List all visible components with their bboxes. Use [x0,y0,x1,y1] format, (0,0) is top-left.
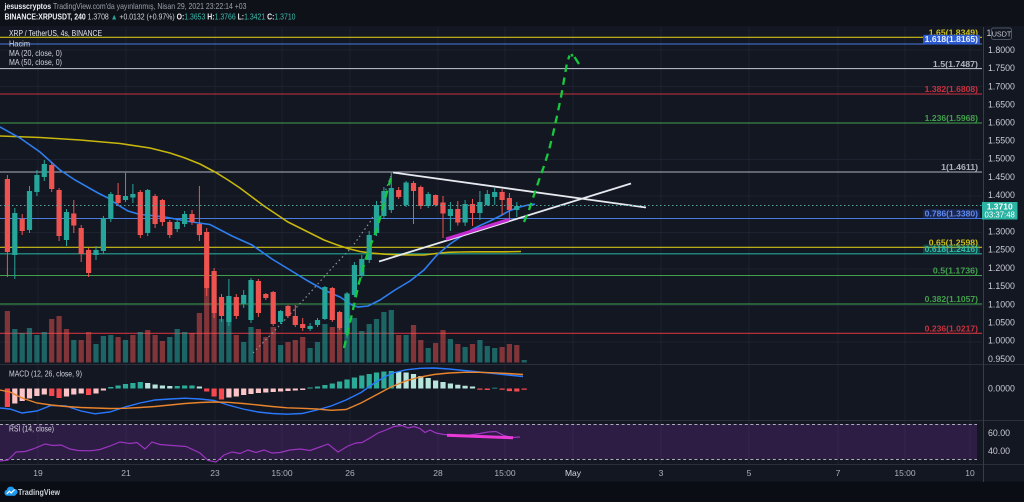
svg-text:23: 23 [210,468,220,478]
svg-text:1.7500: 1.7500 [988,63,1015,73]
svg-text:USDT: USDT [992,30,1012,39]
svg-text:1.0500: 1.0500 [988,318,1015,328]
svg-text:1.236(1.5968): 1.236(1.5968) [925,114,979,123]
svg-text:May: May [565,468,582,478]
svg-text:0.9500: 0.9500 [988,354,1015,364]
svg-text:0.0000: 0.0000 [988,384,1015,394]
svg-text:jesusscryptos TradingView.com': jesusscryptos TradingView.com'da yayınla… [4,2,247,11]
svg-text:0.786(1.3380): 0.786(1.3380) [925,210,979,219]
svg-text:RSI (14, close): RSI (14, close) [9,424,54,434]
svg-text:MA (50, close, 0): MA (50, close, 0) [9,57,62,67]
svg-text:03:37:48: 03:37:48 [985,210,1015,219]
svg-text:1.1000: 1.1000 [988,300,1015,310]
svg-text:1.3000: 1.3000 [988,227,1015,237]
svg-text:40.00: 40.00 [988,446,1010,456]
svg-text:0.382(1.1057): 0.382(1.1057) [925,295,979,304]
svg-text:15:00: 15:00 [894,468,916,478]
svg-text:1.7000: 1.7000 [988,82,1015,92]
svg-text:5: 5 [747,468,752,478]
svg-text:1.1500: 1.1500 [988,281,1015,291]
svg-text:BINANCE:XRPUSDT, 240 1.3708 ▲: BINANCE:XRPUSDT, 240 1.3708 ▲ +0.0132 (+… [5,13,296,22]
svg-text:1.8000: 1.8000 [988,45,1015,55]
svg-text:26: 26 [345,468,355,478]
svg-text:1.2500: 1.2500 [988,245,1015,255]
svg-text:0.5(1.1736): 0.5(1.1736) [933,267,978,276]
svg-text:MA (20, close, 0): MA (20, close, 0) [9,48,62,58]
svg-text:1.6500: 1.6500 [988,100,1015,110]
svg-text:1.65(1.8349): 1.65(1.8349) [929,29,979,38]
svg-text:0.65(1.2598): 0.65(1.2598) [929,239,979,248]
svg-text:19: 19 [33,468,43,478]
svg-text:MACD (12, 26, close, 9): MACD (12, 26, close, 9) [9,369,82,379]
svg-text:0.236(1.0217): 0.236(1.0217) [925,325,979,334]
svg-text:1.2000: 1.2000 [988,263,1015,273]
svg-text:1.4500: 1.4500 [988,172,1015,182]
svg-text:1.5(1.7487): 1.5(1.7487) [933,60,978,69]
svg-text:21: 21 [121,468,131,478]
svg-text:1.3710: 1.3710 [987,202,1013,212]
svg-text:60.00: 60.00 [988,428,1010,438]
svg-text:XRP / TetherUS, 4s, BINANCE: XRP / TetherUS, 4s, BINANCE [9,28,102,38]
svg-text:1.5500: 1.5500 [988,136,1015,146]
svg-text:1.6000: 1.6000 [988,118,1015,128]
svg-text:15:00: 15:00 [271,468,293,478]
svg-text:TradingView: TradingView [18,487,60,497]
svg-text:0.618(1.2416): 0.618(1.2416) [925,245,979,254]
svg-text:1: 1 [987,28,992,38]
svg-text:3: 3 [659,468,664,478]
svg-text:1.4000: 1.4000 [988,190,1015,200]
svg-text:7: 7 [836,468,841,478]
svg-text:1(1.4611): 1(1.4611) [941,163,978,172]
svg-text:15:00: 15:00 [494,468,516,478]
svg-text:Hacim: Hacim [9,39,30,49]
svg-text:10: 10 [965,468,975,478]
svg-text:1.0000: 1.0000 [988,336,1015,346]
svg-text:28: 28 [433,468,443,478]
svg-text:1.382(1.6808): 1.382(1.6808) [925,85,979,94]
svg-text:1.5000: 1.5000 [988,154,1015,164]
svg-text:1.618(1.8165): 1.618(1.8165) [925,35,979,44]
